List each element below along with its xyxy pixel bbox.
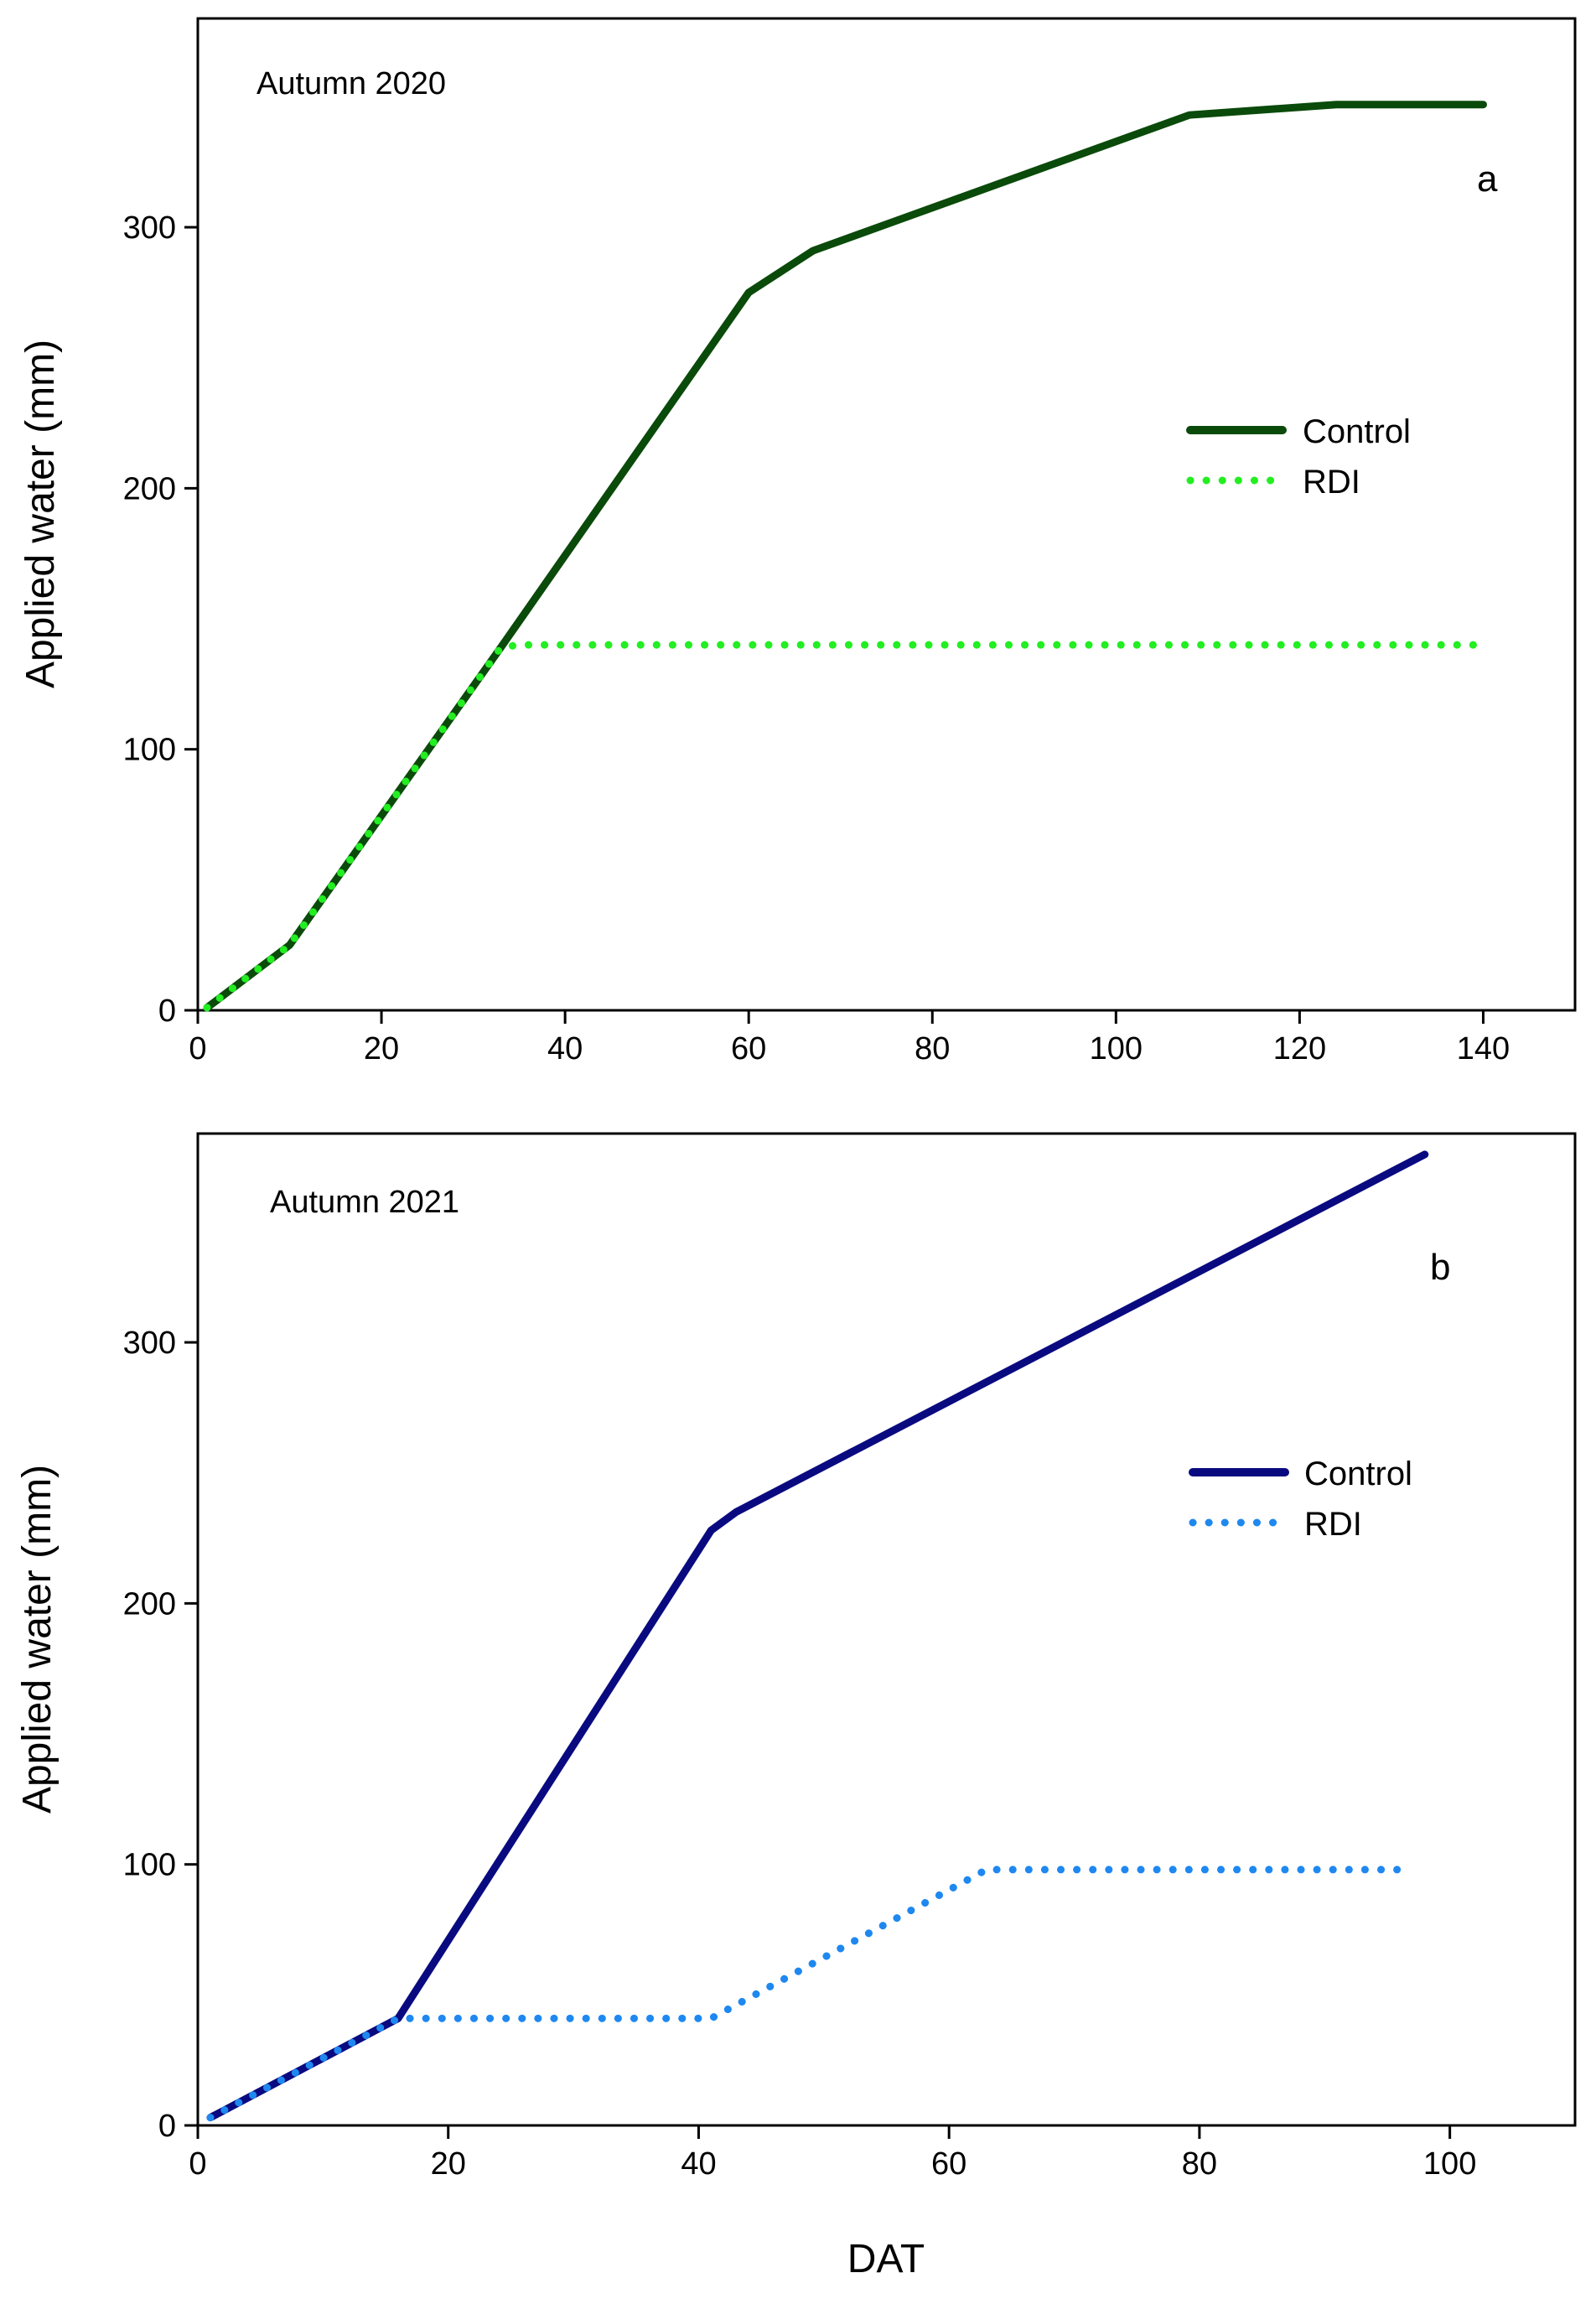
x-tick-label: 60 xyxy=(731,1031,766,1066)
x-tick-label: 40 xyxy=(547,1031,583,1066)
chart-panel-b: Autumn 2021 b Applied water (mm) DAT 0 20… xyxy=(15,1132,1577,2281)
x-tick-label: 40 xyxy=(681,2146,716,2182)
y-tick-label: 0 xyxy=(158,994,176,1029)
legend-label-rdi: RDI xyxy=(1303,464,1360,501)
series-line-control xyxy=(203,101,1487,1012)
y-tick-label: 300 xyxy=(123,210,176,246)
panel-letter: b xyxy=(1430,1247,1450,1288)
axis-ticks: 0 20 40 60 80 100 120 140 0 100 200 300 xyxy=(123,210,1510,1066)
chart-panel-a: Autumn 2020 a Applied water (mm) 0 20 40 60… xyxy=(18,17,1577,1066)
x-tick-label: 100 xyxy=(1090,1031,1143,1066)
x-tick-label: 80 xyxy=(915,1031,950,1066)
y-tick-label: 100 xyxy=(123,733,176,768)
x-tick-label: 100 xyxy=(1423,2146,1476,2182)
plot-frame xyxy=(196,17,1577,1012)
x-tick-label: 20 xyxy=(364,1031,399,1066)
x-tick-label: 140 xyxy=(1457,1031,1510,1066)
legend-label-control: Control xyxy=(1304,1456,1412,1492)
y-tick-label: 300 xyxy=(123,1326,176,1361)
series-group xyxy=(206,1150,1429,2122)
x-axis-title: DAT xyxy=(847,2237,925,2281)
y-axis-title: Applied water (mm) xyxy=(18,340,63,688)
y-axis-title: Applied water (mm) xyxy=(15,1465,60,1814)
legend: Control RDI xyxy=(1186,413,1411,501)
x-tick-label: 120 xyxy=(1273,1031,1326,1066)
x-tick-label: 60 xyxy=(931,2146,966,2182)
axis-ticks: 0 20 40 60 80 100 0 100 200 300 xyxy=(123,1326,1477,2182)
legend-label-rdi: RDI xyxy=(1304,1506,1362,1543)
panel-title: Autumn 2020 xyxy=(256,66,446,101)
series-group xyxy=(203,101,1487,1012)
series-line-rdi xyxy=(206,1866,1417,2122)
plot-frame xyxy=(196,1132,1577,2127)
x-tick-label: 20 xyxy=(431,2146,466,2182)
x-tick-label: 0 xyxy=(189,1031,206,1066)
y-tick-label: 200 xyxy=(123,471,176,506)
y-tick-label: 100 xyxy=(123,1848,176,1883)
panel-title: Autumn 2021 xyxy=(270,1185,459,1220)
x-tick-label: 0 xyxy=(189,2146,206,2182)
y-tick-label: 200 xyxy=(123,1586,176,1622)
y-tick-label: 0 xyxy=(158,2109,176,2144)
legend: Control RDI xyxy=(1189,1456,1412,1543)
x-tick-label: 80 xyxy=(1182,2146,1217,2182)
panel-letter: a xyxy=(1477,158,1498,200)
legend-label-control: Control xyxy=(1303,413,1411,450)
